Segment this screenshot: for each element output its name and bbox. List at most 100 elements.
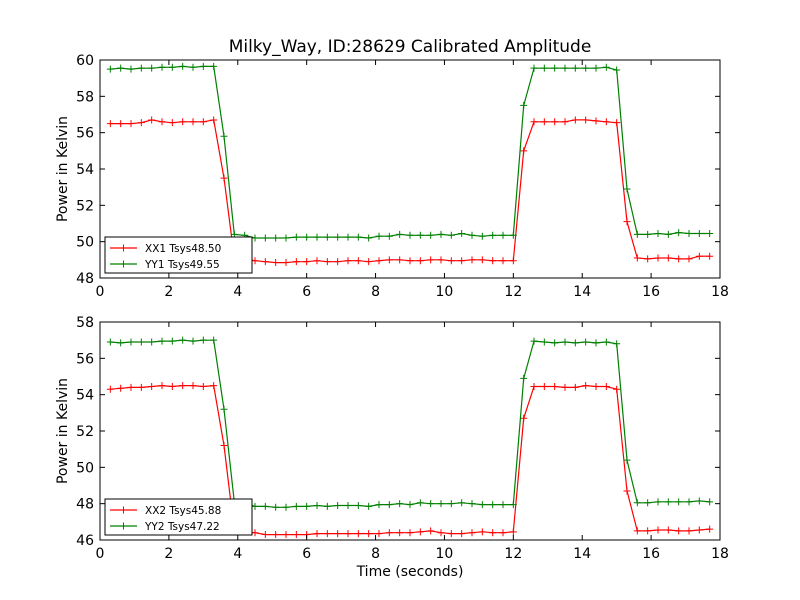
bottom-data-point	[695, 526, 703, 534]
bottom-data-point	[220, 405, 228, 413]
bottom-data-point	[261, 531, 269, 539]
top-data-point	[509, 257, 517, 265]
bottom-data-point	[117, 339, 125, 347]
bottom-y-tick-label: 54	[76, 388, 94, 404]
bottom-data-point	[437, 500, 445, 508]
top-y-tick-label: 50	[76, 235, 94, 251]
bottom-data-point	[613, 385, 621, 393]
top-data-point	[633, 254, 641, 262]
bottom-data-point	[375, 530, 383, 538]
bottom-data-point	[561, 338, 569, 346]
top-data-point	[168, 63, 176, 71]
top-data-point	[685, 229, 693, 237]
top-data-point	[416, 231, 424, 239]
top-data-point	[148, 116, 156, 124]
top-data-point	[210, 116, 218, 124]
top-data-point	[313, 257, 321, 265]
top-legend-marker-1	[120, 244, 127, 252]
top-data-point	[582, 64, 590, 72]
bottom-x-tick-label: 6	[302, 546, 311, 562]
bottom-data-point	[675, 527, 683, 535]
top-data-point	[530, 118, 538, 126]
top-data-point	[592, 64, 600, 72]
top-x-tick-label: 10	[436, 284, 454, 300]
bottom-data-point	[272, 503, 280, 511]
bottom-data-point	[292, 531, 300, 539]
bottom-data-point	[179, 336, 187, 344]
bottom-data-point	[644, 499, 652, 507]
bottom-data-point	[478, 528, 486, 536]
top-data-point	[189, 63, 197, 71]
bottom-data-point	[137, 383, 145, 391]
bottom-legend: XX2 Tsys45.88 YY2 Tsys47.22	[104, 498, 253, 536]
bottom-data-point	[644, 527, 652, 535]
top-x-tick-label: 16	[642, 284, 660, 300]
top-data-point	[447, 231, 455, 239]
bottom-data-point	[385, 501, 393, 509]
top-data-point	[499, 231, 507, 239]
bottom-data-point	[354, 501, 362, 509]
bottom-data-point	[520, 374, 528, 382]
bottom-data-point	[664, 526, 672, 534]
top-x-tick-label: 12	[504, 284, 522, 300]
bottom-data-point	[602, 338, 610, 346]
top-data-point	[375, 232, 383, 240]
top-data-point	[251, 257, 259, 265]
top-data-point	[127, 120, 135, 128]
top-y-tick-label: 56	[76, 126, 94, 142]
top-data-point	[551, 118, 559, 126]
bottom-data-point	[427, 500, 435, 508]
top-data-point	[158, 118, 166, 126]
top-data-point	[117, 64, 125, 72]
bottom-data-point	[323, 530, 331, 538]
bottom-data-point	[148, 382, 156, 390]
bottom-data-point	[633, 527, 641, 535]
bottom-y-tick-label: 52	[76, 424, 94, 440]
bottom-data-point	[189, 382, 197, 390]
top-legend-label-1: XX1 Tsys48.50	[145, 243, 221, 255]
top-data-point	[571, 116, 579, 124]
top-data-point	[406, 231, 414, 239]
bottom-y-tick-label: 56	[76, 351, 94, 367]
top-data-point	[251, 234, 259, 242]
bottom-data-point	[551, 382, 559, 390]
bottom-data-point	[530, 337, 538, 345]
top-data-point	[437, 230, 445, 238]
bottom-y-tick-label: 50	[76, 460, 94, 476]
top-data-point	[561, 118, 569, 126]
bottom-y-axis-label: Power in Kelvin	[55, 378, 71, 484]
bottom-data-point	[117, 384, 125, 392]
top-x-tick-label: 18	[711, 284, 729, 300]
top-data-point	[468, 256, 476, 264]
top-legend-box	[104, 236, 253, 274]
top-data-point	[499, 257, 507, 265]
bottom-data-point	[447, 500, 455, 508]
top-data-point	[644, 255, 652, 263]
bottom-data-point	[582, 382, 590, 390]
top-data-point	[303, 258, 311, 266]
bottom-data-point	[468, 529, 476, 537]
bottom-data-point	[468, 500, 476, 508]
top-data-point	[706, 252, 714, 260]
bottom-x-tick-label: 14	[573, 546, 591, 562]
top-y-tick-label: 48	[76, 271, 94, 287]
bottom-y-tick-label: 46	[76, 533, 94, 549]
top-data-point	[675, 229, 683, 237]
bottom-y-tick-label: 48	[76, 497, 94, 513]
top-data-point	[613, 66, 621, 74]
top-data-point	[344, 233, 352, 241]
bottom-legend-label-1: XX2 Tsys45.88	[145, 505, 221, 517]
top-data-point	[654, 229, 662, 237]
bottom-legend-box	[104, 498, 253, 536]
top-data-point	[189, 118, 197, 126]
top-series-2	[106, 62, 714, 242]
bottom-x-tick-label: 10	[436, 546, 454, 562]
bottom-data-point	[489, 529, 497, 537]
bottom-data-point	[623, 456, 631, 464]
bottom-data-point	[633, 499, 641, 507]
bottom-data-point	[685, 498, 693, 506]
top-x-tick-label: 14	[573, 284, 591, 300]
bottom-data-point	[685, 527, 693, 535]
bottom-data-point	[127, 383, 135, 391]
top-data-point	[396, 230, 404, 238]
